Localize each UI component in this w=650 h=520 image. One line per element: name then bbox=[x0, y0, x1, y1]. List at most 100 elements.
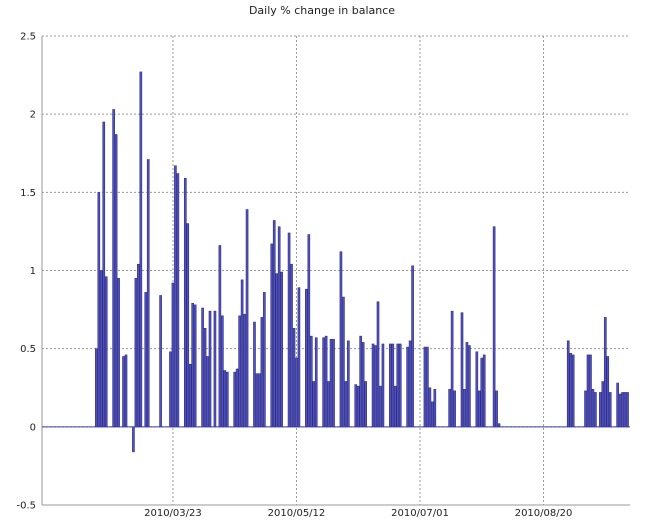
bar bbox=[426, 346, 429, 428]
bar bbox=[379, 385, 382, 428]
bar bbox=[599, 392, 602, 428]
bar bbox=[571, 354, 575, 428]
bar bbox=[495, 390, 498, 428]
bar bbox=[374, 345, 377, 428]
bar bbox=[292, 328, 296, 428]
bar bbox=[433, 389, 437, 428]
bar bbox=[174, 165, 177, 428]
bar bbox=[448, 389, 451, 428]
bar bbox=[233, 371, 237, 428]
bar bbox=[342, 296, 345, 428]
bar bbox=[344, 381, 348, 428]
y-tick-label: 1.5 bbox=[20, 188, 36, 199]
bar bbox=[453, 390, 456, 428]
bar bbox=[482, 354, 486, 428]
bar bbox=[569, 353, 573, 428]
bar bbox=[361, 342, 365, 428]
bar bbox=[191, 303, 195, 428]
bar bbox=[186, 223, 190, 428]
bar bbox=[477, 390, 481, 428]
bar bbox=[327, 381, 330, 428]
bar bbox=[389, 343, 392, 428]
bar bbox=[314, 337, 318, 428]
bar bbox=[117, 278, 120, 428]
bar bbox=[258, 373, 261, 428]
bar bbox=[263, 292, 266, 428]
bar bbox=[132, 426, 135, 453]
bar bbox=[99, 270, 103, 428]
bar bbox=[134, 278, 138, 428]
bar bbox=[225, 371, 229, 428]
bar bbox=[371, 343, 375, 428]
bar bbox=[171, 282, 175, 428]
bar bbox=[253, 321, 256, 428]
x-tick-label: 2010/05/12 bbox=[268, 508, 326, 519]
bar bbox=[475, 351, 479, 428]
bar bbox=[238, 315, 241, 428]
bar bbox=[329, 338, 333, 428]
x-tick-label: 2010/07/01 bbox=[391, 508, 449, 519]
bar bbox=[603, 317, 607, 428]
bar bbox=[146, 159, 150, 428]
bar bbox=[460, 312, 464, 428]
chart-title: Daily % change in balance bbox=[249, 4, 395, 17]
bar bbox=[393, 385, 397, 428]
bar bbox=[255, 373, 259, 428]
bar bbox=[608, 392, 612, 428]
bar bbox=[411, 265, 414, 428]
bar bbox=[243, 313, 246, 428]
bar bbox=[376, 301, 380, 428]
bar bbox=[206, 356, 209, 428]
bar bbox=[124, 354, 128, 428]
bar bbox=[159, 295, 162, 428]
y-tick-label: 1 bbox=[30, 266, 36, 277]
bar bbox=[626, 392, 629, 428]
y-tick-label: 2 bbox=[30, 110, 36, 121]
bar bbox=[450, 310, 454, 428]
bar bbox=[594, 392, 597, 428]
bar bbox=[183, 177, 187, 428]
bars bbox=[95, 71, 629, 453]
bar bbox=[623, 392, 627, 428]
bar bbox=[112, 109, 115, 428]
bar bbox=[324, 335, 328, 428]
bar bbox=[354, 384, 358, 428]
bar bbox=[601, 381, 605, 428]
bar bbox=[280, 271, 283, 428]
bar bbox=[176, 173, 180, 428]
bar bbox=[137, 263, 140, 428]
bar bbox=[144, 292, 148, 428]
bar bbox=[102, 121, 106, 428]
bar bbox=[406, 346, 409, 428]
y-tick-label: 0 bbox=[30, 422, 36, 433]
bar bbox=[584, 390, 587, 428]
bar bbox=[139, 71, 143, 428]
bar bbox=[586, 354, 590, 428]
bar bbox=[364, 381, 367, 428]
bar bbox=[104, 276, 108, 428]
axes bbox=[41, 36, 630, 506]
y-tick-label: 0.5 bbox=[20, 344, 36, 355]
bar bbox=[398, 343, 402, 428]
bar bbox=[606, 356, 610, 428]
bar bbox=[423, 346, 427, 428]
bar bbox=[616, 382, 619, 428]
bar bbox=[566, 340, 570, 428]
bar bbox=[275, 273, 279, 428]
bar bbox=[245, 209, 249, 428]
bar bbox=[396, 343, 400, 428]
bar bbox=[492, 226, 496, 428]
grid bbox=[42, 35, 630, 506]
bar bbox=[295, 357, 298, 428]
bar bbox=[589, 354, 592, 428]
bar bbox=[287, 232, 291, 428]
bar bbox=[114, 134, 118, 428]
bar bbox=[309, 335, 313, 428]
x-tick-label: 2010/08/20 bbox=[515, 508, 573, 519]
bar bbox=[218, 245, 222, 428]
bar bbox=[297, 287, 301, 428]
bar bbox=[193, 304, 197, 428]
bar bbox=[322, 337, 325, 428]
bar bbox=[408, 340, 412, 428]
bar bbox=[169, 351, 172, 428]
